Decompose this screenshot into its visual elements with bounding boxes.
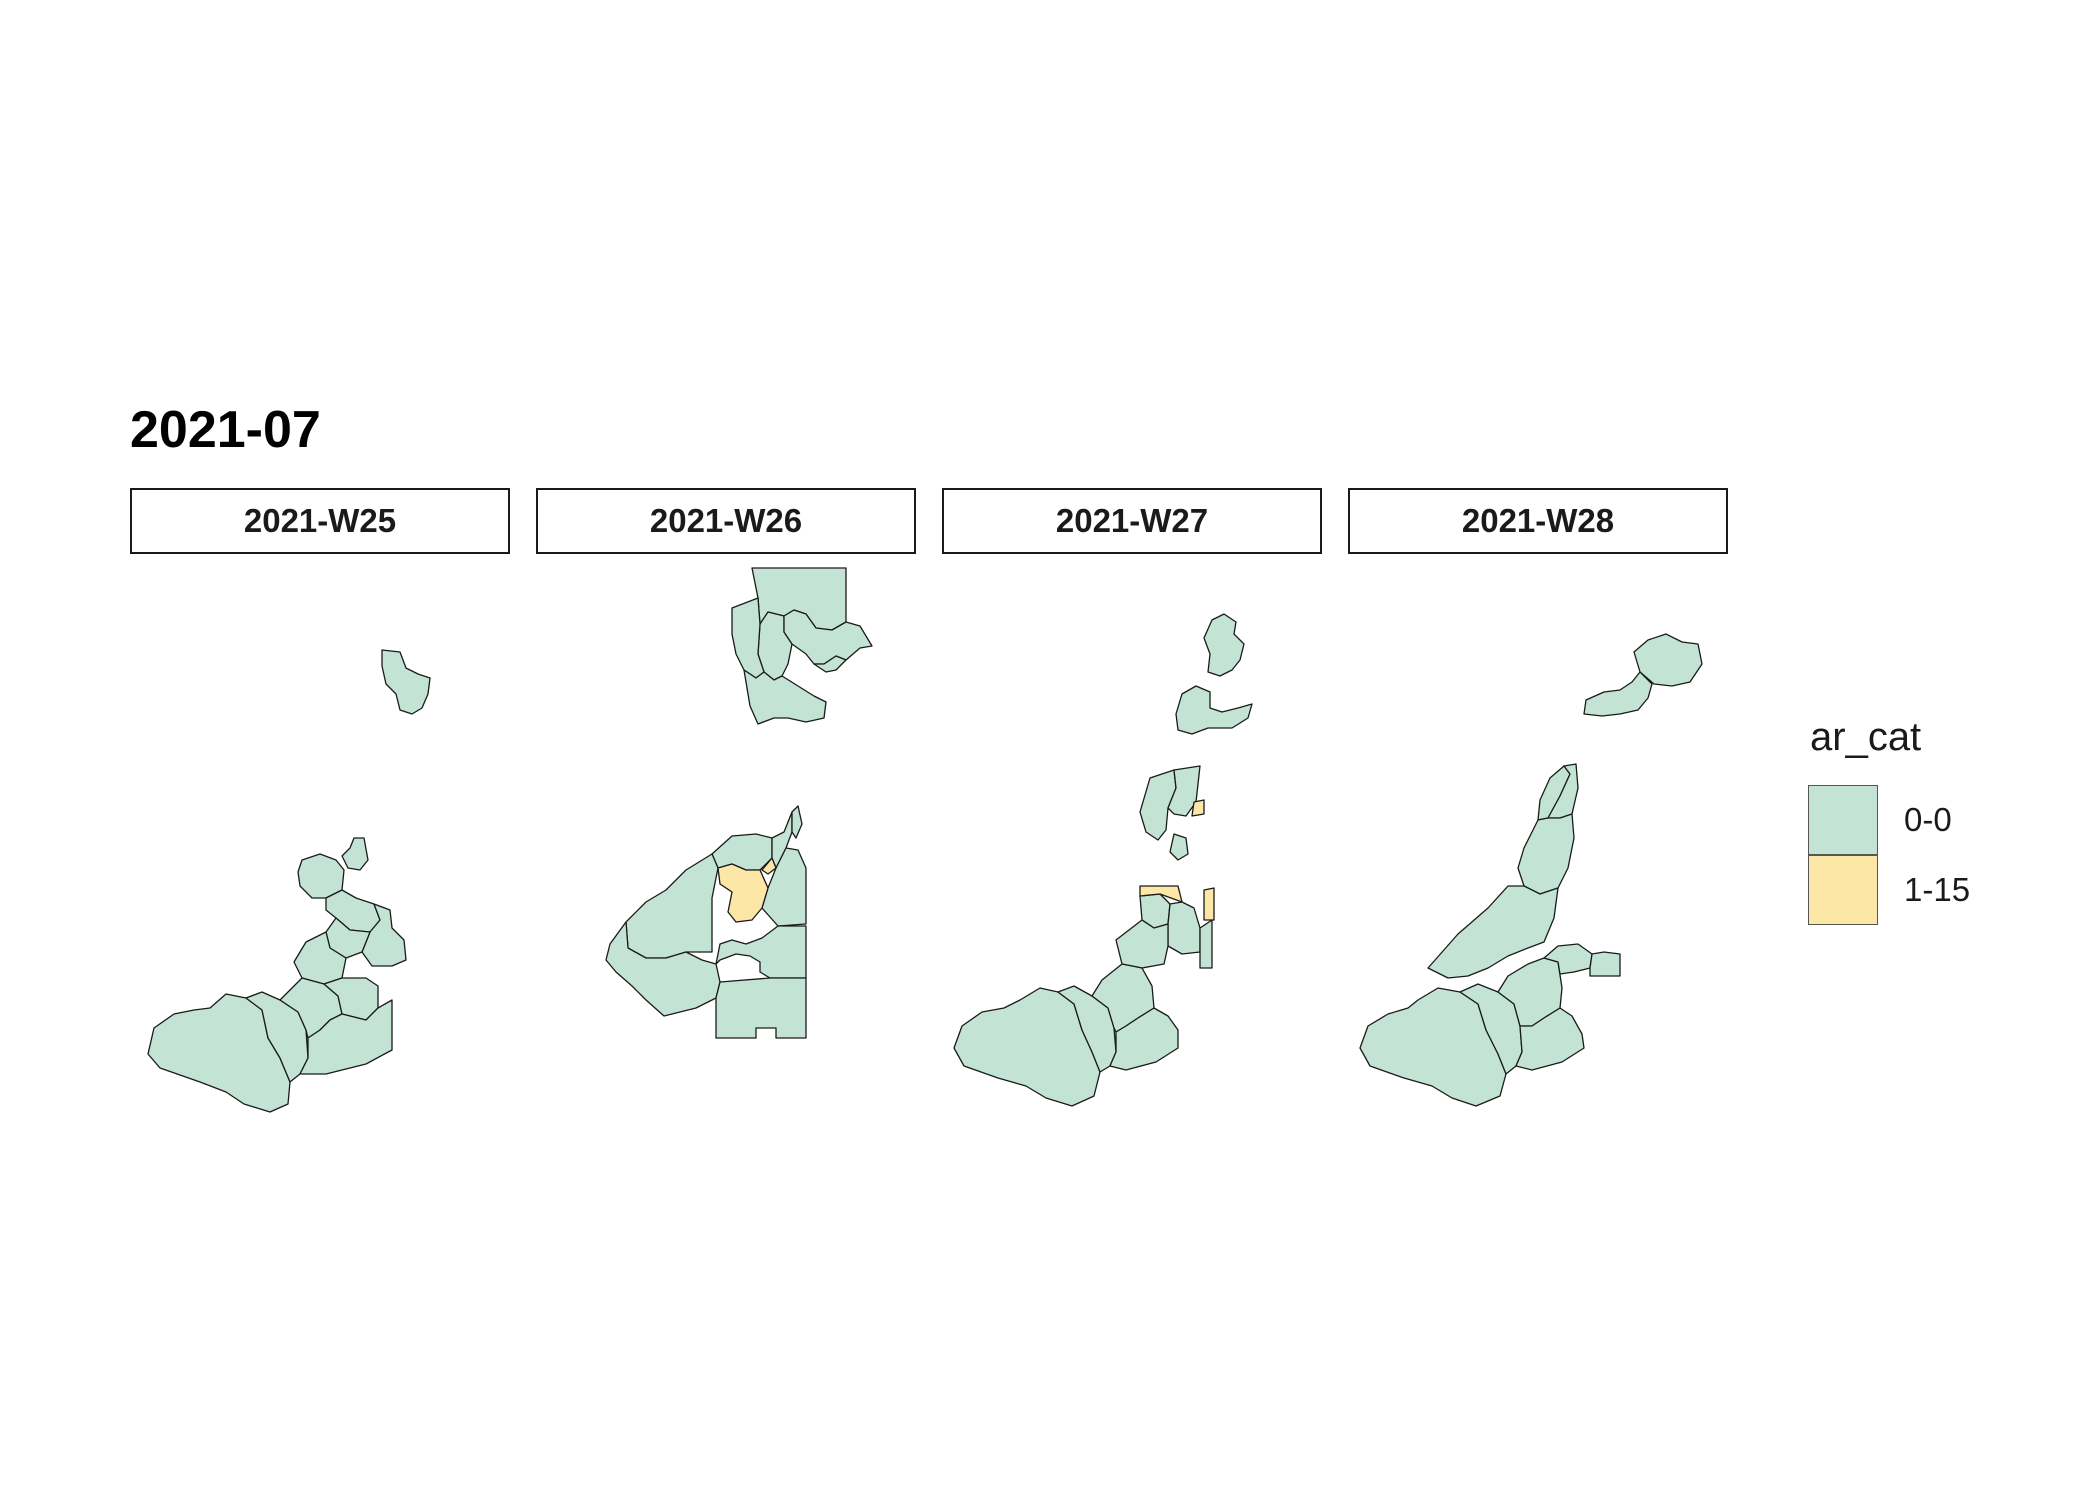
district-map bbox=[953, 613, 1253, 1107]
district-polygon bbox=[1175, 685, 1253, 735]
district-polygon bbox=[1203, 887, 1215, 921]
district-polygon bbox=[625, 853, 719, 959]
district-polygon bbox=[1191, 799, 1205, 817]
district-polygon bbox=[1115, 919, 1169, 969]
district-polygon bbox=[1633, 633, 1703, 687]
district-polygon bbox=[1169, 833, 1189, 861]
district-polygon bbox=[1167, 765, 1201, 817]
district-polygon bbox=[1589, 951, 1621, 977]
district-polygon bbox=[1109, 1007, 1179, 1071]
district-polygon bbox=[1515, 1007, 1585, 1071]
district-polygon bbox=[341, 837, 369, 871]
legend-label-1-15: 1-15 bbox=[1904, 871, 1971, 908]
district-polygon bbox=[731, 597, 765, 679]
district-polygon bbox=[381, 649, 431, 715]
figure-title: 2021-07 bbox=[130, 401, 321, 459]
district-polygon bbox=[715, 977, 807, 1039]
facet-strip-label: 2021-W27 bbox=[942, 488, 1322, 554]
district-polygon bbox=[813, 655, 847, 673]
district-polygon bbox=[715, 925, 807, 979]
district-map bbox=[147, 649, 431, 1113]
district-polygon bbox=[361, 903, 407, 967]
district-polygon bbox=[1427, 885, 1559, 979]
district-polygon bbox=[1497, 957, 1563, 1027]
district-polygon bbox=[717, 863, 769, 923]
district-polygon bbox=[761, 857, 777, 875]
facet-panel-w26: 2021-W26 bbox=[536, 488, 944, 1128]
facet-panel-w25: 2021-W25 bbox=[130, 488, 538, 1128]
legend-key-1-15 bbox=[1808, 855, 1878, 925]
facet-panel-w28: 2021-W28 bbox=[1348, 488, 1756, 1128]
district-polygon bbox=[743, 669, 827, 725]
district-polygon bbox=[791, 805, 803, 839]
district-polygon bbox=[1199, 919, 1213, 969]
map-legend: ar_cat 0-0 1-15 bbox=[1808, 715, 2008, 945]
facet-panel-w27: 2021-W27 bbox=[942, 488, 1350, 1128]
legend-title: ar_cat bbox=[1810, 715, 1922, 759]
district-polygon bbox=[1139, 885, 1183, 903]
district-polygon bbox=[299, 999, 393, 1075]
district-polygon bbox=[1517, 813, 1575, 895]
legend-key-0-0 bbox=[1808, 785, 1878, 855]
district-polygon bbox=[1583, 671, 1653, 717]
facet-strip-label: 2021-W28 bbox=[1348, 488, 1728, 554]
district-map bbox=[605, 567, 873, 1039]
district-map bbox=[1359, 633, 1703, 1107]
facet-strip-label: 2021-W26 bbox=[536, 488, 916, 554]
district-polygon bbox=[711, 833, 773, 871]
facet-strip-label: 2021-W25 bbox=[130, 488, 510, 554]
district-polygon bbox=[297, 853, 345, 899]
district-polygon bbox=[1167, 901, 1201, 955]
district-polygon bbox=[1203, 613, 1245, 677]
legend-label-0-0: 0-0 bbox=[1904, 801, 1952, 838]
